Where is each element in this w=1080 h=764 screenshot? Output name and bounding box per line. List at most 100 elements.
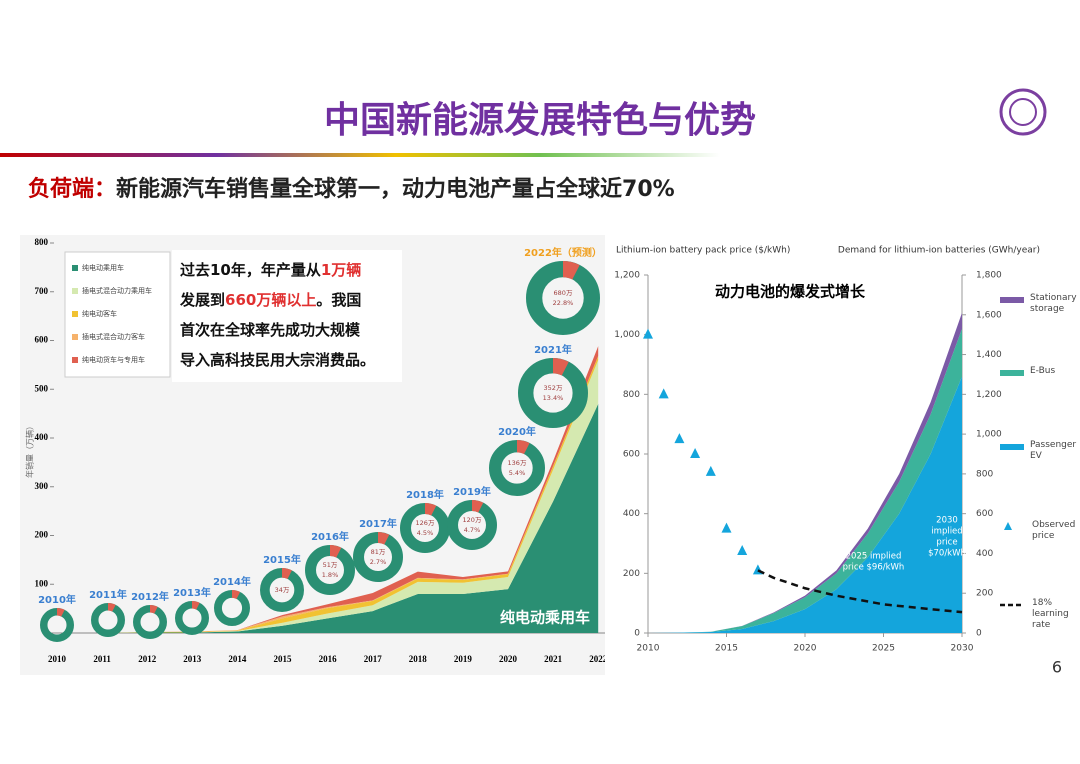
y-tick-label: 200 [623,569,640,579]
donut-text: 2.7% [370,558,387,566]
y-tick-label: 400 [35,432,49,442]
y-axis-label: 年销量（万辆） [25,422,35,478]
annotation: $70/kWh [928,549,966,559]
donut-year: 2010年 [38,593,76,606]
y-tick-label: 300 [35,481,49,491]
legend-swatch [72,357,78,363]
y2-tick-label: 1,600 [976,310,1002,320]
y-tick-label: 400 [623,509,640,519]
legend-swatch [72,288,78,294]
legend-label: Passenger EV [1030,440,1077,461]
x-tick-label: 2018 [409,654,428,664]
donut-text: 5.4% [509,469,526,477]
y2-tick-label: 1,200 [976,390,1002,400]
y2-tick-label: 1,800 [976,271,1002,281]
y-tick-label: 800 [35,237,49,247]
callout-text: 660万辆以上 [225,291,316,309]
y-tick-label: 1,200 [614,271,640,281]
donut-year: 2019年 [453,485,491,498]
legend-label: Stationary storage [1030,293,1077,314]
logo [999,88,1047,136]
x-tick-label: 2019 [454,654,473,664]
callout-line: 发展到660万辆以上。我国 [179,291,361,309]
x-tick-label: 2017 [364,654,383,664]
subtitle-text: 新能源汽车销售量全球第一，动力电池产量占全球近70% [116,176,675,202]
legend-swatch [72,265,78,271]
x-tick-label: 2030 [951,644,974,654]
callout-text: 1万辆 [321,261,361,279]
x-tick-label: 2010 [637,644,660,654]
donut-text: 4.7% [464,526,481,534]
subtitle-lead: 负荷端： [28,177,116,202]
donut-wedge [108,603,116,612]
donut-wedge [282,568,292,579]
callout-text: 首次在全球率先成功大规模 [180,321,361,339]
donut-text: 4.5% [417,529,434,537]
y2-axis-label: Demand for lithium-ion batteries (GWh/ye… [838,246,1040,256]
donut-text: 126万 [416,519,435,527]
donut-text: 34万 [275,586,290,594]
callout-line: 过去10年，年产量从1万辆 [180,261,361,279]
y-tick-label: 0 [634,629,640,639]
y2-tick-label: 400 [976,549,993,559]
y-tick-label: 600 [623,450,640,460]
donut-year: 2022年（预测） [524,246,602,259]
legend-label: 纯电动货车与专用车 [82,355,145,364]
y-tick-label: 700 [35,286,49,296]
callout-line: 首次在全球率先成功大规模 [180,321,361,339]
donut-text: 136万 [508,459,527,467]
legend-label: 插电式混合动力客车 [82,332,145,341]
legend-label: 18% learning rate [1032,598,1069,630]
y2-tick-label: 800 [976,469,993,479]
callout-text: 导入高科技民用大宗消费品。 [180,351,375,369]
legend-label: 纯电动乘用车 [82,263,124,272]
donut-year: 2021年 [534,343,572,356]
donut-wedge [150,605,158,614]
donut-year: 2011年 [89,588,127,601]
callout-text: 过去10年，年产量从 [180,261,321,279]
donut-text: 680万 [554,289,573,297]
donut-text: 120万 [463,516,482,524]
learning-line [757,569,963,614]
legend-label: 插电式混合动力乘用车 [82,286,152,295]
legend-label: E-Bus [1030,366,1056,376]
donut-wedge [57,608,65,617]
y-tick-label: 200 [35,530,49,540]
chart-title: 动力电池的爆发式增长 [715,283,866,301]
price-point [658,388,669,399]
annotation: implied [931,527,962,537]
callout-line: 导入高科技民用大宗消费品。 [180,351,375,369]
legend-swatch [72,311,78,317]
donut-text: 13.4% [543,394,564,402]
y-tick-label: 500 [35,383,49,393]
x-tick-label: 2016 [319,654,338,664]
title-rule [0,153,720,157]
donut-wedge [472,500,484,513]
page-number: 6 [1052,658,1062,677]
y2-tick-label: 600 [976,509,993,519]
y-tick-label: 600 [35,335,49,345]
legend-swatch [1000,370,1024,376]
donut-text: 1.8% [322,571,339,579]
subtitle: 负荷端：新能源汽车销售量全球第一，动力电池产量占全球近70% [28,176,675,202]
donut-wedge [563,261,580,280]
x-tick-label: 2014 [228,654,247,664]
annotation: price [936,538,957,548]
annotation: 2025 implied [846,552,902,562]
legend-box [64,251,171,378]
donut-text: 22.8% [553,299,574,307]
donut-text: 81万 [371,548,386,556]
callout-box [172,250,402,382]
donut-year: 2014年 [213,575,251,588]
donut-wedge [232,590,241,599]
donut-year: 2015年 [263,553,301,566]
callout-text: 发展到 [179,291,225,309]
x-tick-label: 2020 [794,644,817,654]
legend-swatch [1000,444,1024,450]
donut-wedge [517,440,530,454]
donut-year: 2017年 [359,517,397,530]
y-axis-label: Lithium-ion battery pack price ($/kWh) [616,246,790,256]
